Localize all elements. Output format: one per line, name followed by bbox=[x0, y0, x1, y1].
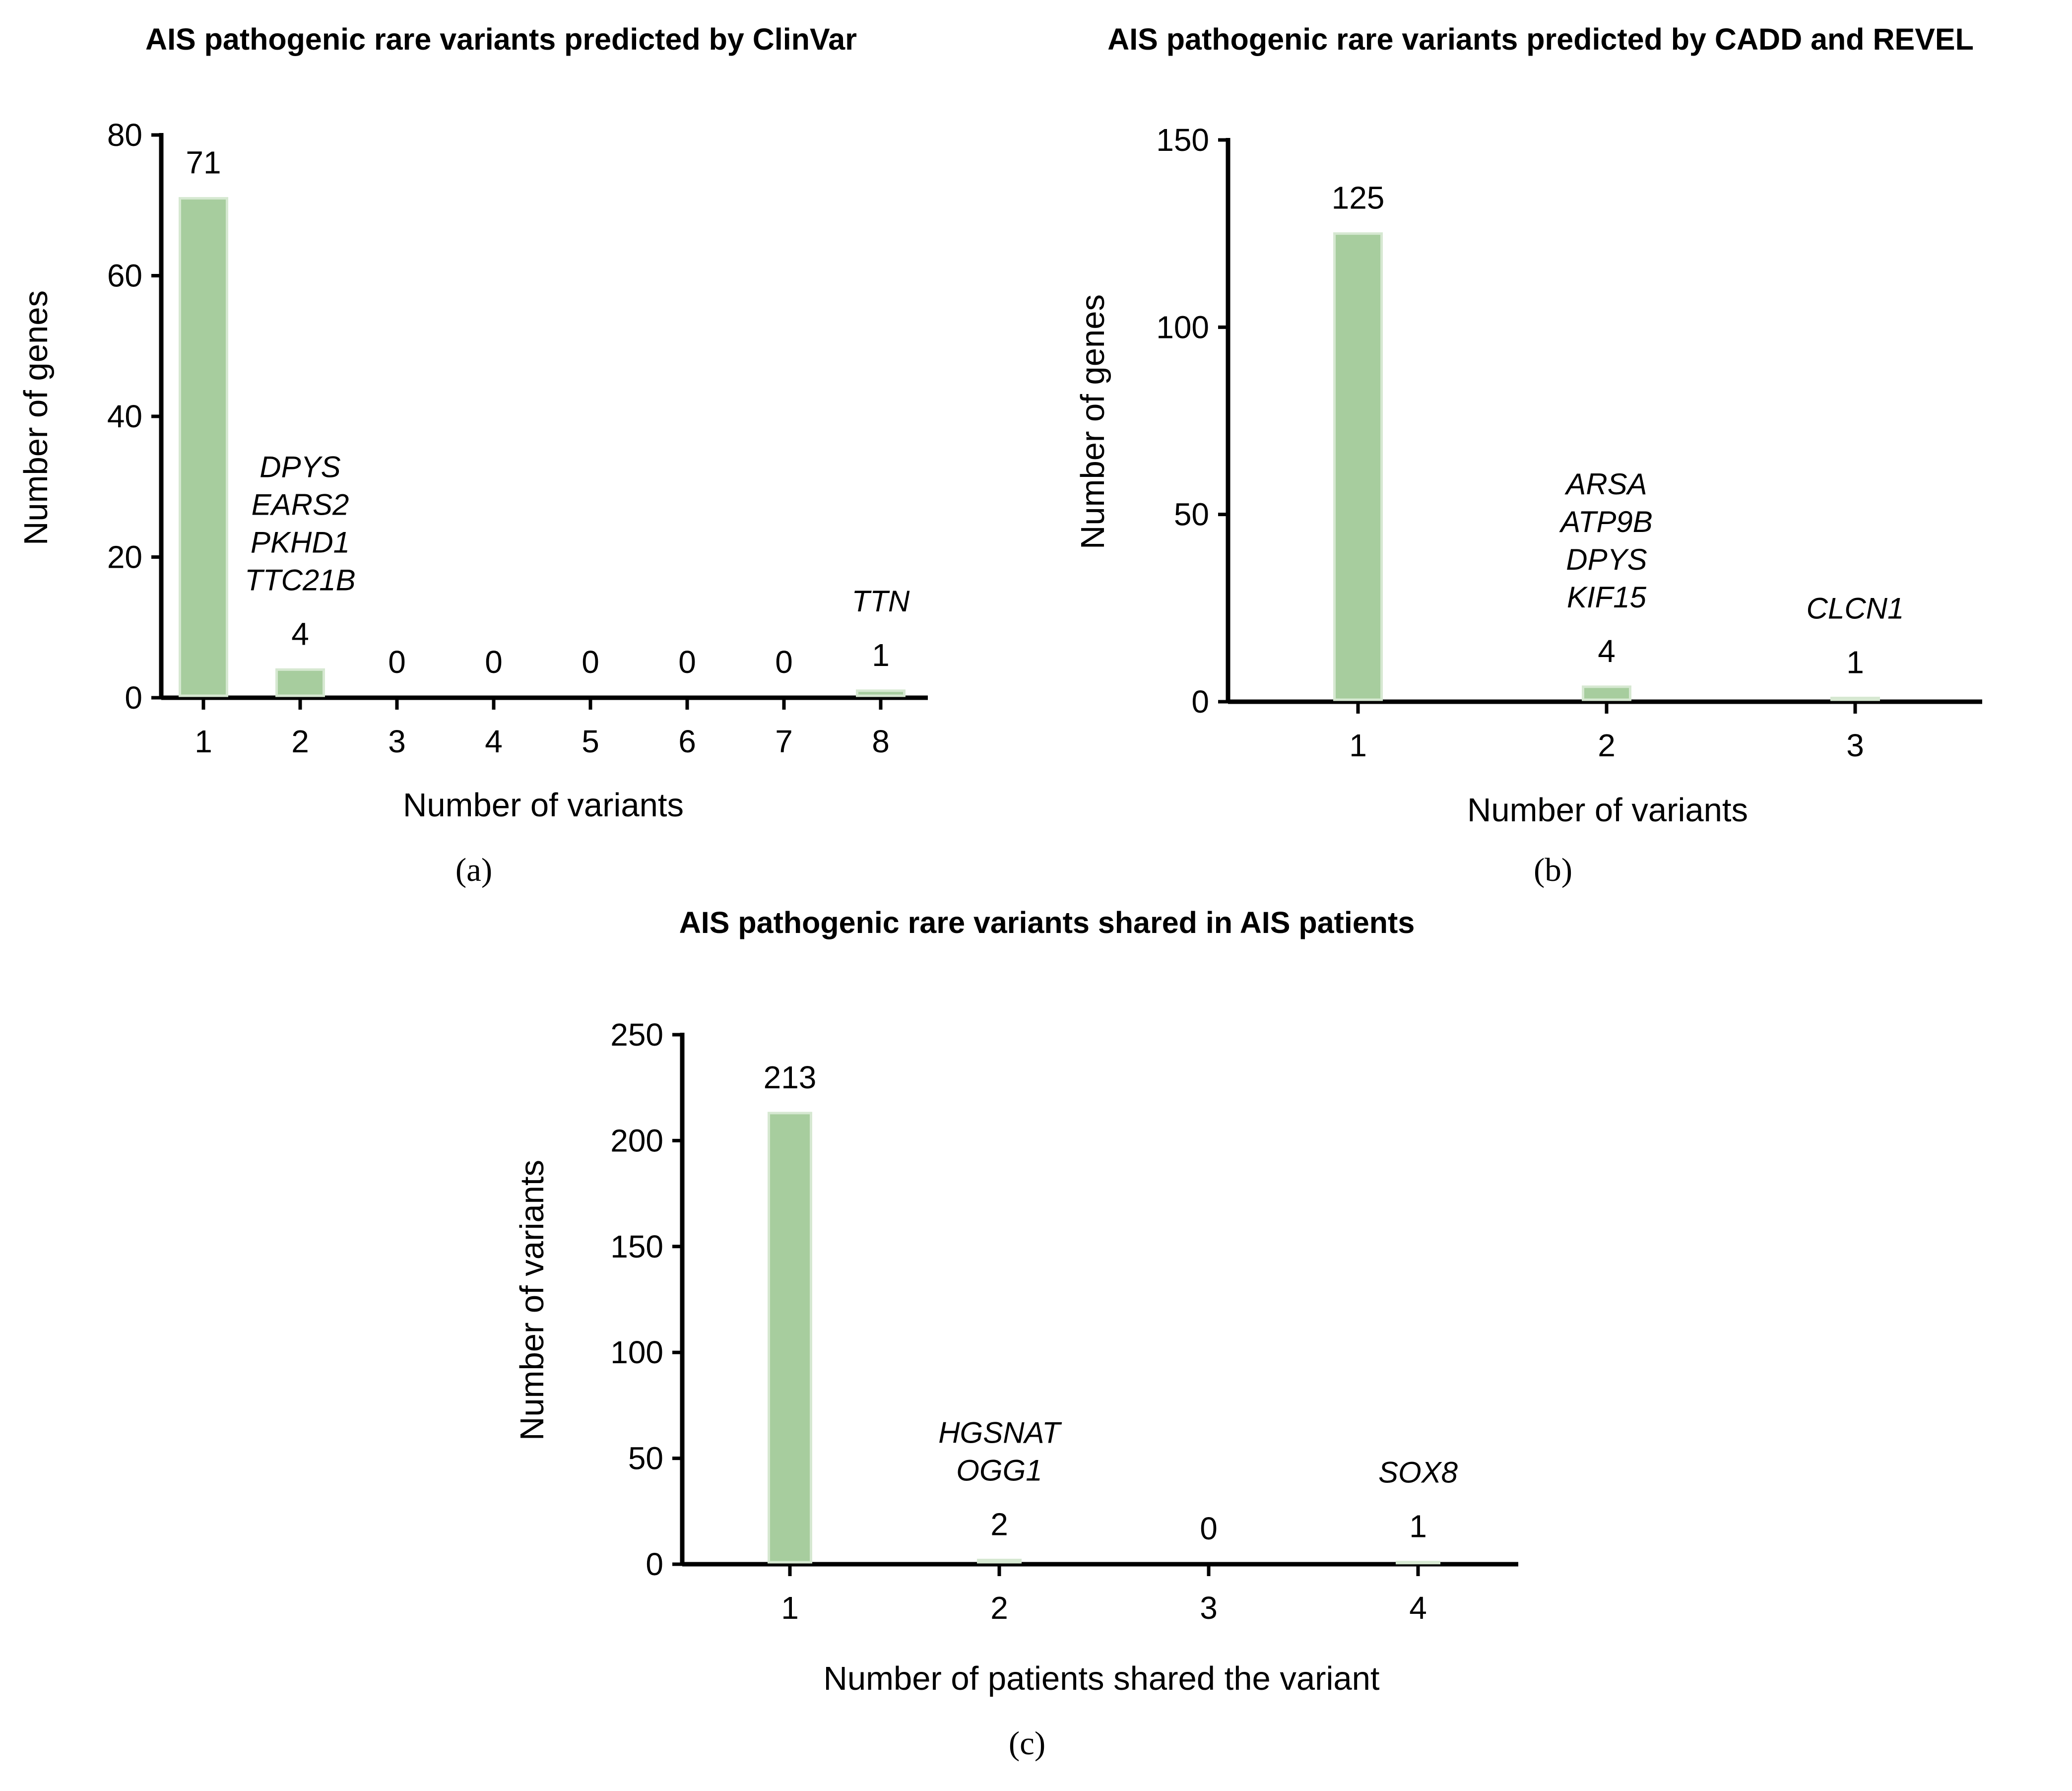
chart-a-x-tick-label: 6 bbox=[678, 724, 696, 759]
chart-b-bar bbox=[1830, 696, 1880, 701]
chart-a-x-tick-label: 4 bbox=[485, 724, 503, 759]
chart-c-value-label: 1 bbox=[1409, 1509, 1427, 1544]
chart-a-x-tick-label: 8 bbox=[872, 724, 890, 759]
chart-a-y-tick-label: 0 bbox=[125, 680, 142, 716]
chart-a-bar bbox=[856, 689, 906, 697]
chart-a-value-label: 0 bbox=[388, 644, 406, 680]
chart-a-ylabel: Number of genes bbox=[17, 290, 55, 545]
chart-b-value-label: 1 bbox=[1846, 644, 1864, 680]
chart-a-gene-label: TTN bbox=[852, 585, 910, 618]
chart-a-value-label: 0 bbox=[485, 644, 503, 680]
chart-b-gene-label: ATP9B bbox=[1559, 505, 1653, 538]
chart-a-y-tick-label: 40 bbox=[107, 398, 142, 434]
chart-a-gene-label: PKHD1 bbox=[251, 526, 350, 559]
chart-c-value-label: 213 bbox=[764, 1060, 817, 1095]
chart-c-gene-label: SOX8 bbox=[1378, 1456, 1458, 1489]
chart-a-xlabel: Number of variants bbox=[403, 787, 684, 824]
chart-a-x-tick-label: 5 bbox=[582, 724, 599, 759]
chart-b-gene-label: CLCN1 bbox=[1807, 592, 1904, 625]
chart-a-title: AIS pathogenic rare variants predicted b… bbox=[145, 22, 857, 56]
chart-b-gene-label: KIF15 bbox=[1567, 581, 1647, 614]
chart-b-x-tick-label: 3 bbox=[1846, 728, 1864, 763]
chart-b-bar bbox=[1582, 685, 1631, 701]
chart-c-x-tick-label: 1 bbox=[781, 1590, 799, 1626]
chart-c-y-tick-label: 100 bbox=[610, 1334, 663, 1370]
chart-a-gene-label: TTC21B bbox=[245, 563, 355, 597]
chart-c-y-tick-label: 250 bbox=[610, 1017, 663, 1053]
chart-c-bar bbox=[768, 1112, 812, 1564]
chart-a-bar bbox=[179, 197, 228, 697]
chart-a-y-tick-label: 20 bbox=[107, 539, 142, 575]
chart-c-x-tick-label: 3 bbox=[1200, 1590, 1218, 1626]
chart-b-y-tick-label: 50 bbox=[1174, 497, 1209, 532]
chart-b-y-tick-label: 150 bbox=[1156, 122, 1209, 158]
chart-a-value-label: 0 bbox=[678, 644, 696, 680]
chart-c-gene-label: OGG1 bbox=[956, 1454, 1042, 1487]
chart-c-x-tick-label: 2 bbox=[990, 1590, 1008, 1626]
chart-a-value-label: 0 bbox=[582, 644, 599, 680]
chart-a-value-label: 1 bbox=[872, 637, 890, 673]
chart-b-xlabel: Number of variants bbox=[1467, 792, 1748, 829]
chart-a-x-tick-label: 1 bbox=[194, 724, 212, 759]
chart-a-value-label: 0 bbox=[775, 644, 793, 680]
chart-b-value-label: 4 bbox=[1598, 633, 1616, 669]
chart-c-bar bbox=[1396, 1561, 1440, 1565]
chart-c-y-tick-label: 50 bbox=[628, 1441, 663, 1476]
chart-b-panel-label: (b) bbox=[1534, 852, 1572, 888]
chart-c-ylabel: Number of variants bbox=[514, 1160, 551, 1441]
chart-c-value-label: 2 bbox=[990, 1506, 1008, 1542]
chart-a: AIS pathogenic rare variants predicted b… bbox=[17, 22, 928, 888]
chart-b-ylabel: Number of genes bbox=[1074, 294, 1111, 549]
chart-a-y-tick-label: 80 bbox=[107, 117, 142, 153]
chart-b-x-tick-label: 2 bbox=[1598, 728, 1616, 763]
chart-c-y-tick-label: 150 bbox=[610, 1229, 663, 1264]
chart-b-gene-label: DPYS bbox=[1566, 543, 1647, 576]
chart-a-value-label: 4 bbox=[291, 616, 309, 652]
chart-a-bar bbox=[275, 668, 325, 697]
chart-b-bar bbox=[1333, 232, 1383, 701]
chart-c-y-tick-label: 0 bbox=[646, 1546, 663, 1582]
chart-a-x-tick-label: 7 bbox=[775, 724, 793, 759]
chart-c-gene-label: HGSNAT bbox=[938, 1416, 1062, 1449]
chart-b-x-tick-label: 1 bbox=[1349, 728, 1367, 763]
chart-c: AIS pathogenic rare variants shared in A… bbox=[514, 906, 1518, 1762]
chart-c-panel-label: (c) bbox=[1009, 1725, 1045, 1762]
chart-b-gene-label: ARSA bbox=[1564, 467, 1647, 501]
chart-c-x-tick-label: 4 bbox=[1409, 1590, 1427, 1626]
chart-a-value-label: 71 bbox=[186, 145, 221, 181]
chart-b-y-tick-label: 0 bbox=[1191, 684, 1209, 720]
chart-a-gene-label: DPYS bbox=[259, 450, 340, 483]
chart-a-y-tick-label: 60 bbox=[107, 258, 142, 294]
chart-c-title: AIS pathogenic rare variants shared in A… bbox=[679, 906, 1415, 939]
chart-c-bar bbox=[977, 1558, 1022, 1564]
chart-a-gene-label: EARS2 bbox=[252, 488, 349, 521]
chart-c-value-label: 0 bbox=[1200, 1511, 1218, 1546]
chart-c-xlabel: Number of patients shared the variant bbox=[823, 1660, 1379, 1697]
chart-a-x-tick-label: 3 bbox=[388, 724, 406, 759]
chart-a-x-tick-label: 2 bbox=[291, 724, 309, 759]
chart-b-title: AIS pathogenic rare variants predicted b… bbox=[1107, 22, 1974, 56]
chart-c-y-tick-label: 200 bbox=[610, 1123, 663, 1158]
chart-b-value-label: 125 bbox=[1332, 180, 1385, 216]
chart-b-y-tick-label: 100 bbox=[1156, 309, 1209, 345]
chart-b: AIS pathogenic rare variants predicted b… bbox=[1074, 22, 1982, 888]
chart-a-panel-label: (a) bbox=[455, 852, 492, 888]
